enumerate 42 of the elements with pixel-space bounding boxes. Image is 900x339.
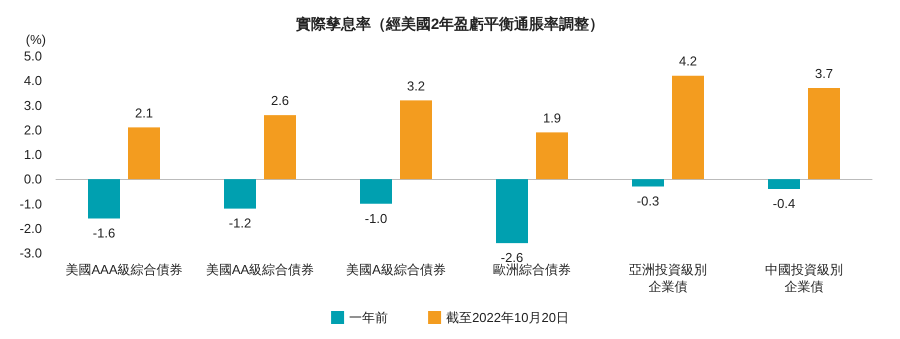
data-label: 3.2 xyxy=(406,78,426,94)
y-tick-label: -2.0 xyxy=(20,220,42,236)
bar xyxy=(496,179,528,244)
y-tick-label: 0.0 xyxy=(24,172,42,187)
x-tick-label: 亞洲投資級別企業債 xyxy=(629,262,707,294)
bar xyxy=(536,132,568,180)
legend-label: 一年前 xyxy=(349,310,388,325)
x-tick-label: 美國AA級綜合債券 xyxy=(206,262,314,277)
bar xyxy=(264,115,296,180)
x-tick-label: 中國投資級別企業債 xyxy=(765,262,843,294)
bar xyxy=(632,179,664,187)
bar xyxy=(224,179,256,209)
legend-label: 截至2022年10月20日 xyxy=(446,310,569,325)
data-label: -0.3 xyxy=(636,194,660,209)
data-label: -1.2 xyxy=(228,216,252,231)
bar xyxy=(808,88,840,180)
bar xyxy=(768,179,800,189)
y-tick-label: 3.0 xyxy=(24,98,42,113)
data-label: -1.0 xyxy=(364,210,388,226)
bar xyxy=(128,127,160,180)
data-label: 1.9 xyxy=(542,110,562,126)
chart-title: 實際孳息率（經美國2年盈虧平衡通脹率調整） xyxy=(296,15,604,33)
data-label: 3.7 xyxy=(814,66,834,82)
y-tick-label: 2.0 xyxy=(24,122,42,138)
y-tick-label: 5.0 xyxy=(24,48,42,64)
data-label: -1.6 xyxy=(92,226,116,241)
x-tick-label: 美國AAA級綜合債券 xyxy=(65,262,183,277)
y-tick-label: -3.0 xyxy=(20,246,42,260)
bar xyxy=(672,76,704,180)
y-tick-label: 1.0 xyxy=(24,147,42,162)
y-axis-title: (%) xyxy=(26,32,46,47)
x-tick-label: 美國A級綜合債券 xyxy=(346,262,446,277)
data-label: 2.1 xyxy=(134,105,154,120)
x-tick-label: 歐洲綜合債券 xyxy=(493,262,571,277)
data-label: 4.2 xyxy=(678,54,698,69)
y-tick-label: -1.0 xyxy=(20,196,42,212)
bar xyxy=(88,179,120,219)
y-tick-label: 4.0 xyxy=(24,73,42,88)
data-label: -0.4 xyxy=(772,196,796,211)
bar xyxy=(400,100,432,180)
data-label: 2.6 xyxy=(270,93,290,108)
bar xyxy=(360,179,392,204)
